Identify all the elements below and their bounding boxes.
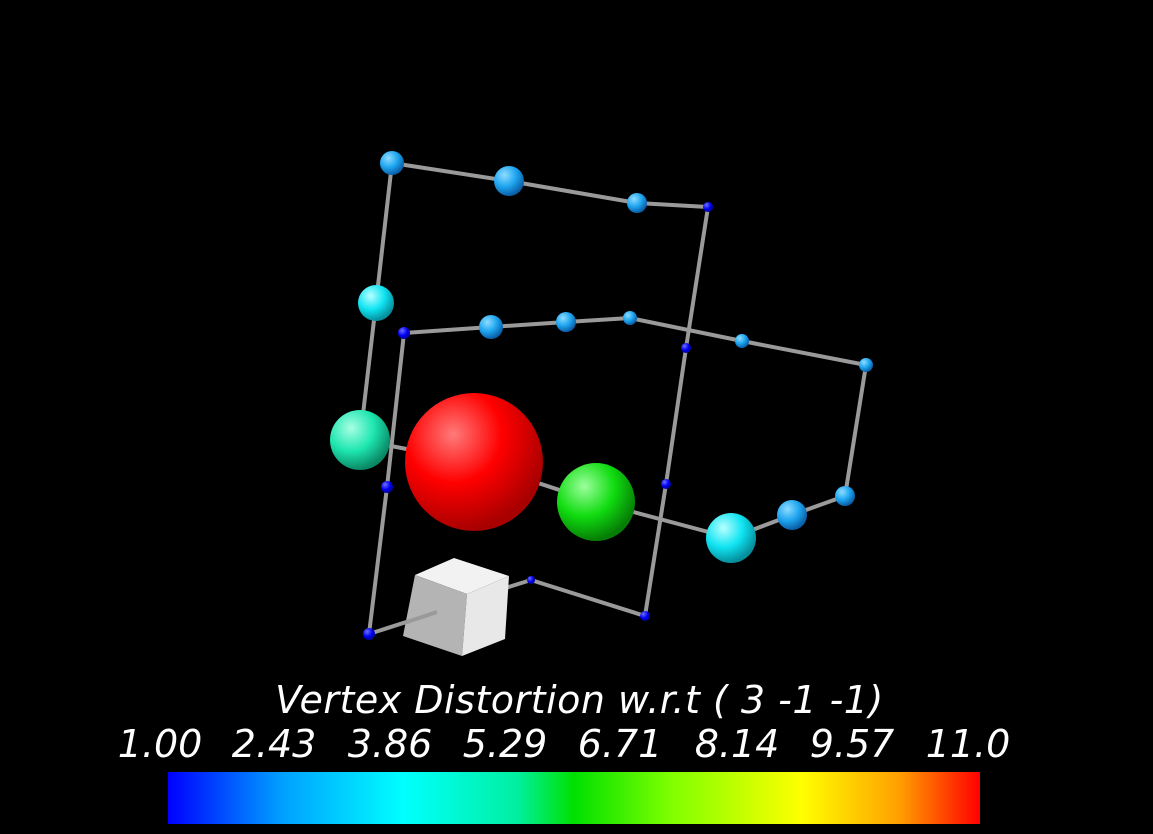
colorbar-tick: 11.0	[925, 722, 1011, 766]
edge	[403, 610, 438, 625]
distortion-spheres	[330, 151, 873, 563]
joint-node	[363, 628, 375, 640]
colorbar-tick: 9.57	[809, 722, 895, 766]
vertex-sphere	[556, 312, 576, 332]
cube-left-face	[403, 575, 467, 656]
colorbar-tick: 1.00	[117, 722, 203, 766]
legend-title: Vertex Distortion w.r.t ( 3 -1 -1)	[275, 678, 884, 722]
edge	[664, 346, 688, 486]
edge	[374, 161, 394, 305]
joint-node	[640, 611, 650, 621]
vertex-sphere	[557, 463, 635, 541]
colorbar-ticks: 1.00 2.43 3.86 5.29 6.71 8.14 9.57 11.0	[100, 722, 1060, 766]
edge	[740, 339, 868, 367]
vertex-sphere	[735, 334, 749, 348]
joint-node	[398, 327, 410, 339]
vertex-sphere	[494, 166, 524, 196]
edge	[402, 325, 493, 335]
vertex-sphere	[627, 193, 647, 213]
edge	[489, 320, 568, 329]
colorbar-tick: 3.86	[347, 722, 433, 766]
edge	[843, 363, 868, 498]
edge	[684, 205, 710, 350]
colorbar	[168, 772, 980, 824]
vertex-sphere	[330, 410, 390, 470]
joint-node	[681, 343, 691, 353]
vertex-sphere	[380, 151, 404, 175]
edge	[390, 161, 511, 183]
joint-node	[661, 479, 671, 489]
edge	[507, 179, 639, 205]
lattice-joints	[363, 202, 713, 640]
edge	[529, 578, 647, 618]
joint-node	[527, 576, 535, 584]
cube-top-face	[415, 558, 509, 594]
colorbar-tick: 2.43	[231, 722, 317, 766]
edge	[367, 485, 389, 636]
vertex-sphere	[479, 315, 503, 339]
max-distortion-sphere	[405, 393, 543, 531]
colorbar-tick: 6.71	[577, 722, 663, 766]
joint-node	[703, 202, 713, 212]
vertex-sphere	[777, 500, 807, 530]
edge	[385, 331, 406, 489]
vertex-sphere	[859, 358, 873, 372]
edge	[628, 316, 744, 343]
lattice-edges	[358, 161, 868, 636]
edge	[643, 482, 668, 618]
vertex-sphere	[623, 311, 637, 325]
joint-node	[381, 481, 393, 493]
vertex-sphere	[835, 486, 855, 506]
cube-right-face	[462, 576, 509, 656]
colorbar-tick: 8.14	[694, 722, 780, 766]
colorbar-tick: 5.29	[462, 722, 548, 766]
vertex-sphere	[706, 513, 756, 563]
edge	[635, 201, 710, 209]
vertex-sphere	[358, 285, 394, 321]
reference-cube	[403, 558, 509, 656]
edge	[564, 316, 632, 324]
